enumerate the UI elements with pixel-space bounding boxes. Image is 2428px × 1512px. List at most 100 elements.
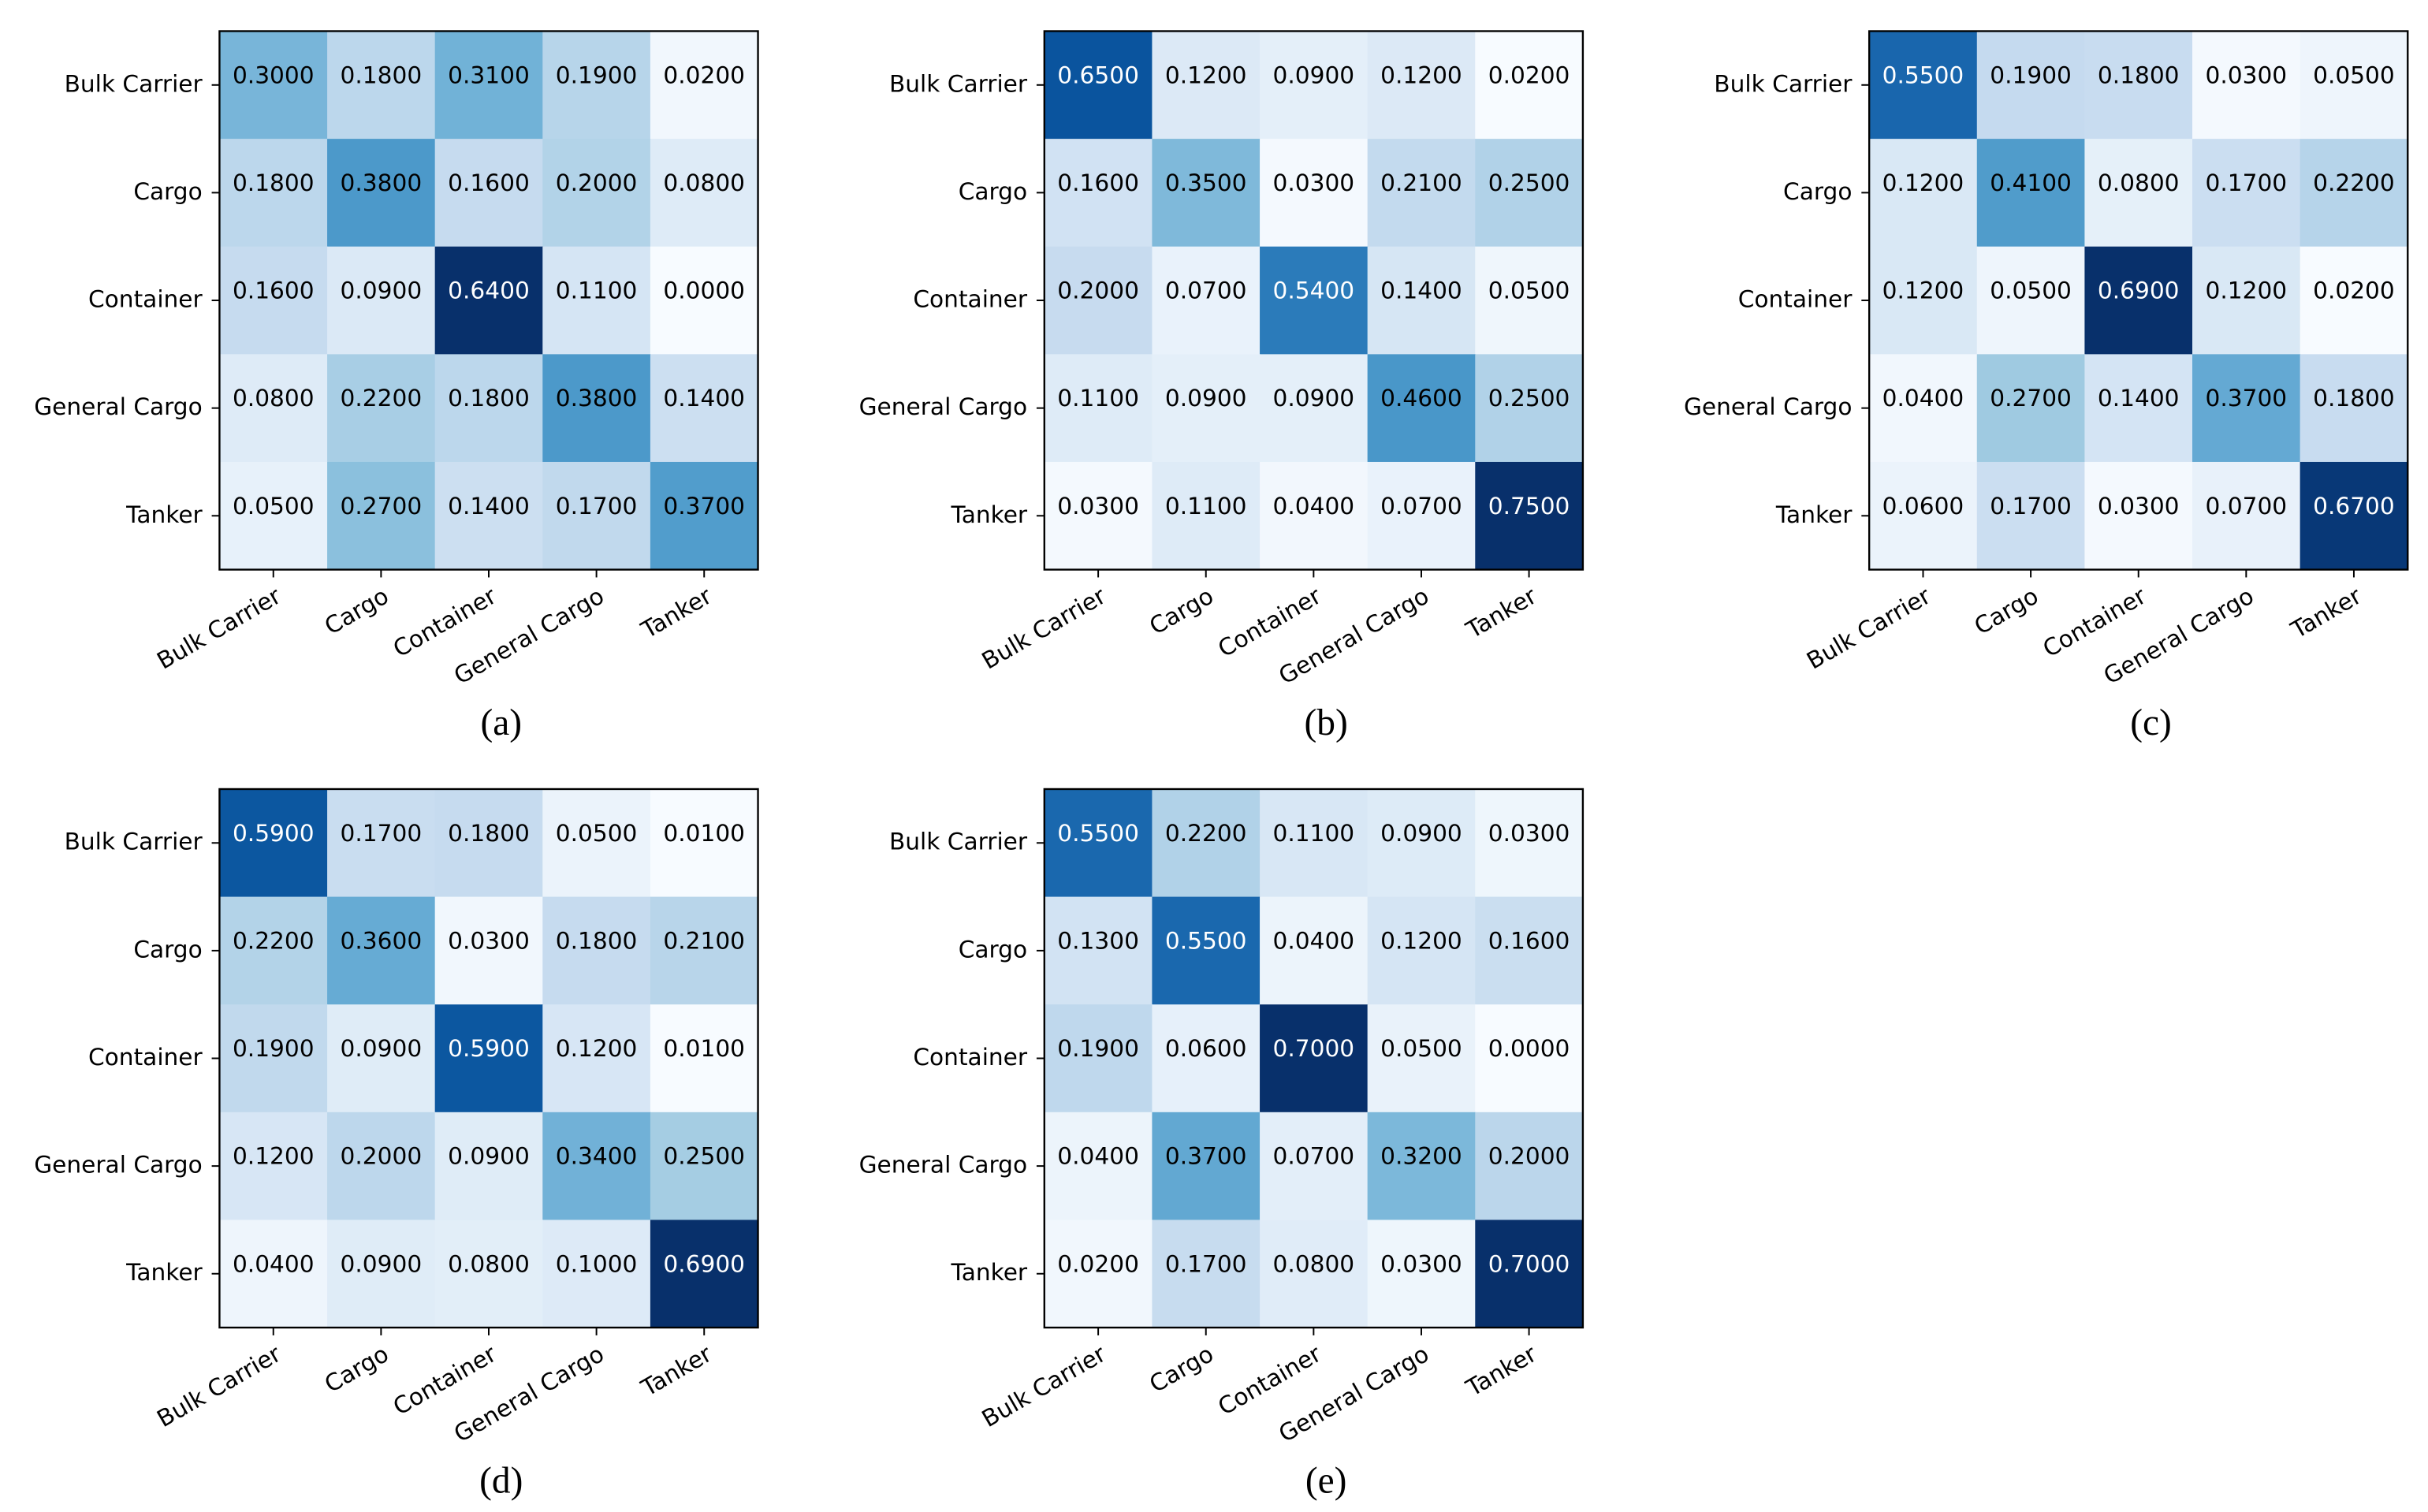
cell-value-label: 0.1800: [341, 61, 423, 88]
cell-value-label: 0.5500: [1882, 61, 1964, 88]
cell-value-label: 0.1400: [1380, 277, 1462, 304]
cell-value-label: 0.3700: [663, 493, 745, 520]
cell-value-label: 0.5900: [448, 1035, 530, 1062]
heatmap-cell: [542, 246, 651, 356]
cell-value-label: 0.0800: [233, 385, 315, 412]
heatmap-panel: 0.3000 0.1800 0.3100 0.1900 0.0200 0.1800 0.38…: [34, 30, 759, 743]
heatmap-cell: [1976, 354, 2086, 463]
heatmap-cell: [1367, 1220, 1477, 1328]
y-tick-label: Container: [88, 1044, 203, 1071]
heatmap-cell: [1152, 1004, 1261, 1113]
cell-value-label: 0.3800: [556, 385, 638, 412]
y-tick-label: Bulk Carrier: [65, 70, 203, 97]
heatmap-cell: [1367, 1112, 1477, 1221]
cell-value-label: 0.2000: [1057, 277, 1139, 304]
heatmap-cell: [542, 896, 651, 1005]
cell-value-label: 0.1200: [556, 1035, 638, 1062]
heatmap-cell: [1260, 788, 1369, 898]
heatmap-panel: 0.5900 0.1700 0.1800 0.0500 0.0100 0.2200 0.36…: [34, 788, 759, 1501]
heatmap-cell: [1152, 31, 1261, 140]
heatmap-cell: [1152, 788, 1261, 898]
x-tick-label: Bulk Carrier: [978, 582, 1111, 674]
heatmap-cell: [434, 788, 544, 898]
heatmap-cell: [327, 788, 436, 898]
cell-value-label: 0.0500: [1488, 277, 1570, 304]
x-tick-label: Tanker: [636, 582, 717, 644]
heatmap-cell: [1260, 896, 1369, 1005]
heatmap-cell: [542, 788, 651, 898]
heatmap-cell: [1869, 354, 1978, 463]
cell-value-label: 0.1700: [341, 820, 423, 847]
heatmap-panel: 0.5500 0.2200 0.1100 0.0900 0.0300 0.1300 0.55…: [859, 788, 1585, 1501]
heatmap-cell: [650, 461, 759, 571]
cell-value-label: 0.0300: [1057, 493, 1139, 520]
y-tick-label: Tanker: [125, 501, 203, 528]
heatmap-cell: [1044, 246, 1153, 356]
heatmap-cell: [1869, 139, 1978, 248]
heatmap-cell: [1976, 461, 2086, 571]
cell-value-label: 0.1600: [1488, 927, 1570, 954]
heatmap-panel: 0.5500 0.1900 0.1800 0.0300 0.0500 0.1200 0.41…: [1684, 30, 2409, 743]
cell-value-label: 0.0500: [1380, 1035, 1462, 1062]
x-tick-label: Cargo: [320, 1340, 393, 1398]
cell-value-label: 0.1800: [448, 385, 530, 412]
cell-value-label: 0.0700: [1273, 1143, 1355, 1170]
heatmap-cell: [327, 354, 436, 463]
cell-value-label: 0.3800: [341, 169, 423, 196]
cell-value-label: 0.1200: [233, 1143, 315, 1170]
cell-value-label: 0.4100: [1990, 169, 2072, 196]
heatmap-cell: [650, 1004, 759, 1113]
cell-value-label: 0.0500: [233, 493, 315, 520]
heatmap-cell: [1044, 354, 1153, 463]
cell-value-label: 0.3500: [1165, 169, 1247, 196]
cell-value-label: 0.0800: [1273, 1250, 1355, 1277]
heatmap-cell: [1475, 246, 1584, 356]
cell-value-label: 0.3600: [341, 927, 423, 954]
heatmap-cell: [1152, 354, 1261, 463]
cell-value-label: 0.5900: [233, 820, 315, 847]
cell-value-label: 0.2200: [1165, 820, 1247, 847]
heatmap-cell: [542, 139, 651, 248]
heatmap-cell: [327, 1004, 436, 1113]
cell-value-label: 0.3400: [556, 1143, 638, 1170]
y-tick-label: General Cargo: [859, 1152, 1027, 1179]
heatmap-cell: [327, 896, 436, 1005]
cell-value-label: 0.1400: [2098, 385, 2180, 412]
heatmap-panel: 0.6500 0.1200 0.0900 0.1200 0.0200 0.1600 0.35…: [859, 30, 1585, 743]
cell-value-label: 0.1100: [1057, 385, 1139, 412]
heatmap-cell: [1367, 788, 1477, 898]
cell-value-label: 0.3200: [1380, 1143, 1462, 1170]
heatmap-cell: [2300, 31, 2409, 140]
cell-value-label: 0.0900: [1165, 385, 1247, 412]
heatmap-cell: [1367, 139, 1477, 248]
cell-value-label: 0.2500: [1488, 385, 1570, 412]
heatmap-cell: [434, 354, 544, 463]
heatmap-cell: [650, 31, 759, 140]
panel-caption: (a): [480, 702, 522, 743]
cell-value-label: 0.0600: [1882, 493, 1964, 520]
heatmap-cell: [1044, 1112, 1153, 1221]
heatmap-cell: [219, 1220, 328, 1328]
cell-value-label: 0.1400: [448, 493, 530, 520]
heatmap-cell: [1152, 1220, 1261, 1328]
heatmap-cell: [1475, 1004, 1584, 1113]
x-tick-label: Tanker: [2286, 582, 2367, 644]
heatmap-cell: [327, 246, 436, 356]
heatmap-cell: [219, 31, 328, 140]
heatmap-cell: [1475, 788, 1584, 898]
heatmap-cell: [2300, 461, 2409, 571]
cell-value-label: 0.1900: [1057, 1035, 1139, 1062]
cell-value-label: 0.2100: [663, 927, 745, 954]
heatmap-cell: [1044, 1220, 1153, 1328]
cell-value-label: 0.2500: [663, 1143, 745, 1170]
heatmap-cell: [1260, 1220, 1369, 1328]
y-tick-label: Container: [913, 1044, 1028, 1071]
cell-value-label: 0.0400: [1273, 493, 1355, 520]
heatmap-cell: [1367, 354, 1477, 463]
heatmap-cell: [1976, 31, 2086, 140]
cell-value-label: 0.0900: [341, 1035, 423, 1062]
cell-value-label: 0.3000: [233, 61, 315, 88]
cell-value-label: 0.0700: [1380, 493, 1462, 520]
heatmap-cell: [650, 1112, 759, 1221]
heatmap-cell: [1260, 31, 1369, 140]
